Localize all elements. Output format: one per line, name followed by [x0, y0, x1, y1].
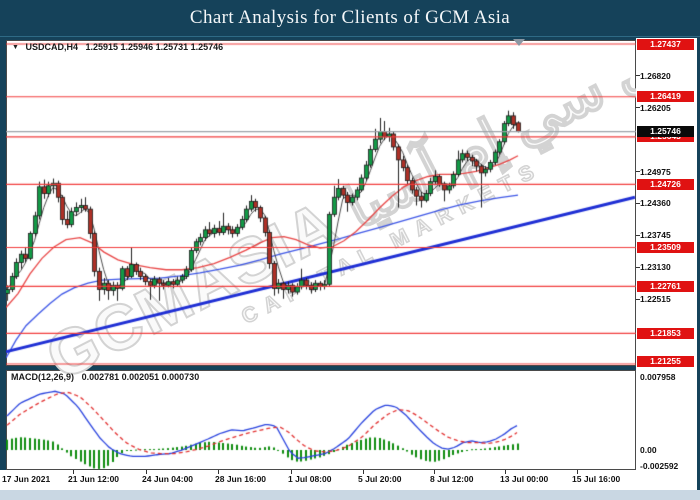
price-axis: [636, 38, 697, 490]
chart-shift-marker-icon[interactable]: [513, 39, 525, 46]
ohlc-values: 1.25915 1.25946 1.25731 1.25746: [85, 42, 224, 52]
macd-legend: MACD(12,26,9) 0.002781 0.002051 0.000730: [11, 372, 199, 382]
price-chart-canvas[interactable]: [6, 40, 636, 366]
symbol-legend: ▼ USDCAD,H4 1.25915 1.25946 1.25731 1.25…: [12, 42, 223, 52]
symbol-dropdown-icon[interactable]: ▼: [12, 44, 19, 51]
page-title: Chart Analysis for Clients of GCM Asia: [189, 7, 511, 28]
symbol-name: USDCAD,H4: [25, 42, 78, 52]
title-bar: Chart Analysis for Clients of GCM Asia: [0, 0, 700, 37]
time-axis: [0, 470, 697, 490]
macd-canvas[interactable]: [6, 370, 636, 470]
bottom-strip: [0, 490, 700, 500]
macd-indicator-name: MACD(12,26,9): [11, 372, 75, 382]
macd-values: 0.002781 0.002051 0.000730: [81, 372, 200, 382]
